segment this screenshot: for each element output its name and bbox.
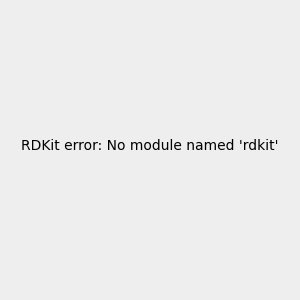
Text: RDKit error: No module named 'rdkit': RDKit error: No module named 'rdkit' (21, 139, 279, 153)
